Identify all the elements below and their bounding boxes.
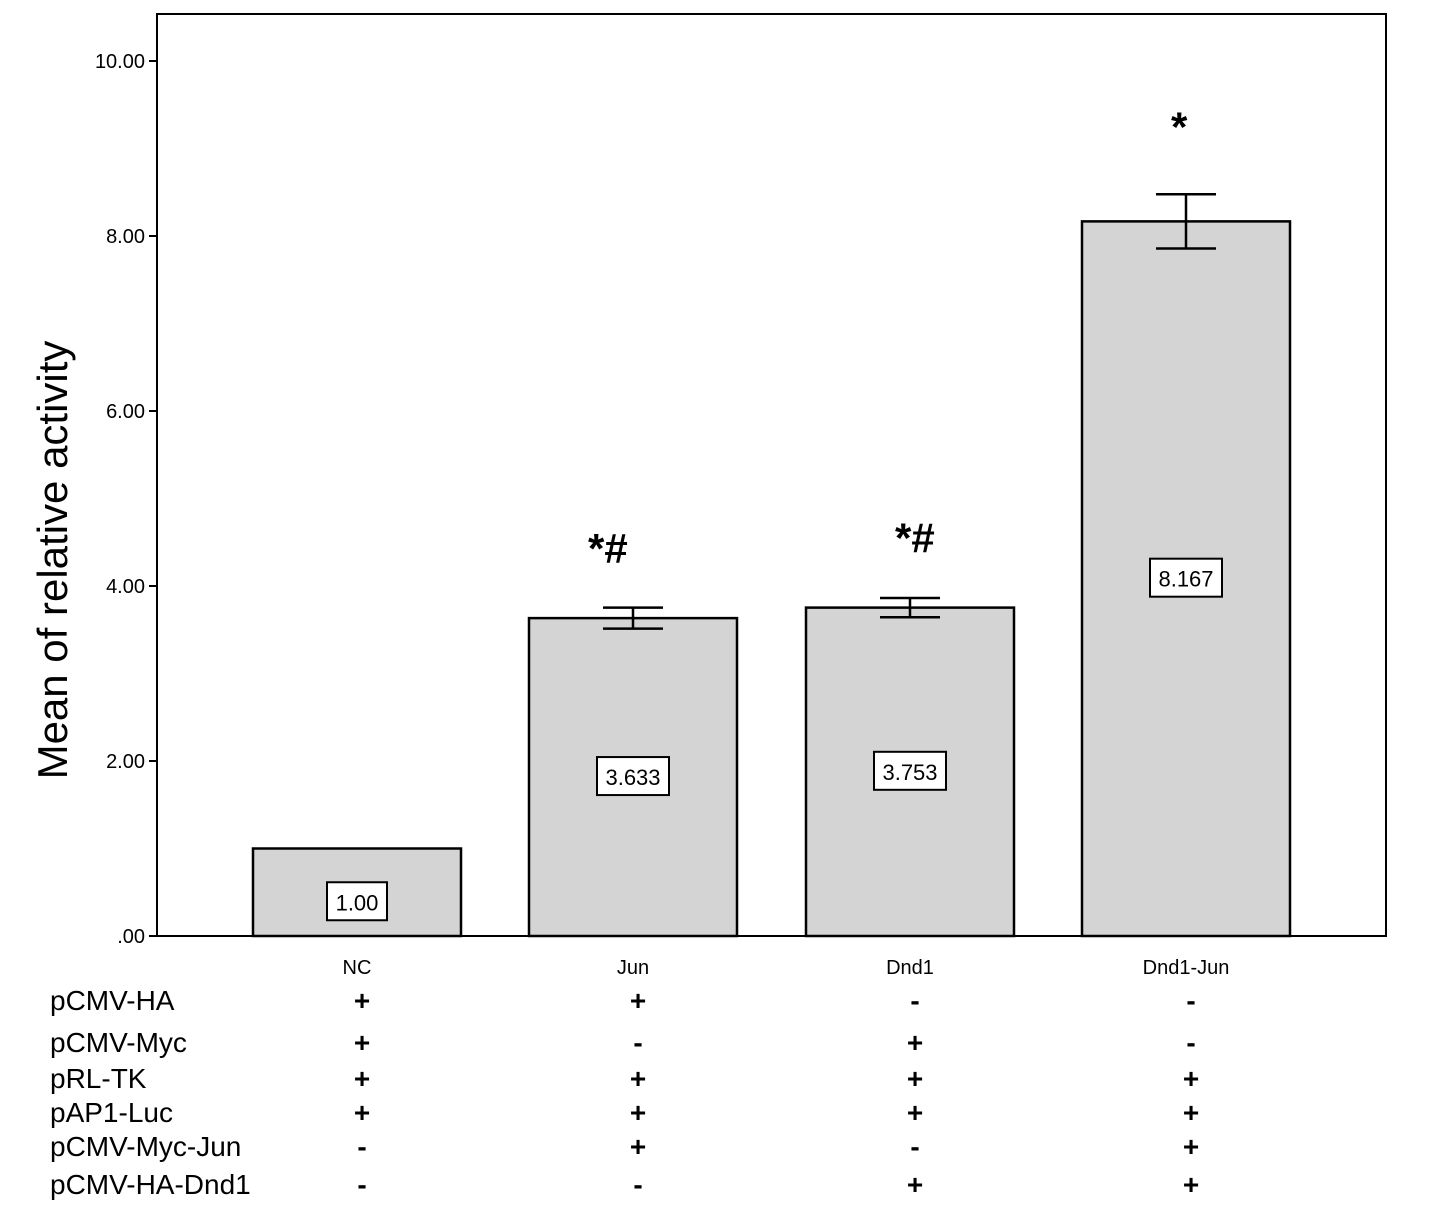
construct-table: pCMV-HA + + - -pCMV-Myc + - + -pRL-TK + + + +pAP1-Lu…: [50, 985, 1199, 1200]
data-label: 3.753: [882, 760, 937, 785]
y-tick-label: 10.00: [95, 51, 145, 73]
data-label-box: [596, 756, 670, 797]
construct-sign: -: [357, 1169, 366, 1200]
x-tick-label: NC: [343, 957, 372, 979]
construct-row-label: pCMV-Myc-Jun: [50, 1131, 241, 1162]
y-tick-label: 2.00: [106, 751, 145, 773]
x-tick-label: Dnd1-Jun: [1143, 957, 1230, 979]
construct-sign: +: [1183, 1131, 1199, 1162]
significance-mark: *: [1171, 103, 1188, 150]
construct-sign: +: [354, 985, 370, 1016]
significance-mark: *#: [895, 515, 935, 562]
construct-sign: +: [354, 1063, 370, 1094]
construct-sign: -: [910, 985, 919, 1016]
construct-sign: +: [907, 1027, 923, 1058]
construct-sign: +: [1183, 1097, 1199, 1128]
construct-sign: +: [907, 1063, 923, 1094]
construct-sign: +: [1183, 1063, 1199, 1094]
data-label-box: [1149, 557, 1223, 598]
data-label: 8.167: [1158, 567, 1213, 592]
construct-row-label: pCMV-Myc: [50, 1027, 187, 1058]
construct-sign: +: [630, 1097, 646, 1128]
data-label-box: [873, 750, 947, 791]
y-axis-ticks: .00 2.00 4.00 6.00 8.00 10.00: [95, 51, 157, 948]
construct-sign: +: [630, 1131, 646, 1162]
data-label-box: [326, 881, 388, 922]
construct-sign: +: [1183, 1169, 1199, 1200]
construct-sign: +: [630, 985, 646, 1016]
significance-mark: *#: [588, 525, 628, 572]
construct-sign: +: [630, 1063, 646, 1094]
construct-sign: -: [633, 1169, 642, 1200]
y-tick-label: .00: [117, 926, 145, 948]
construct-row-label: pAP1-Luc: [50, 1097, 173, 1128]
construct-row-label: pCMV-HA-Dnd1: [50, 1169, 251, 1200]
construct-sign: +: [354, 1097, 370, 1128]
construct-sign: -: [910, 1131, 919, 1162]
y-tick-label: 8.00: [106, 226, 145, 248]
construct-row-label: pRL-TK: [50, 1063, 147, 1094]
construct-sign: +: [907, 1169, 923, 1200]
construct-sign: -: [357, 1131, 366, 1162]
bars: 1.00 3.633 *# 3.753 *# 8.167 *: [251, 103, 1292, 938]
x-axis-tick-labels: NC Jun Dnd1 Dnd1-Jun: [343, 957, 1230, 979]
construct-sign: -: [1186, 985, 1195, 1016]
construct-sign: +: [354, 1027, 370, 1058]
construct-sign: +: [907, 1097, 923, 1128]
y-axis-label: Mean of relative activity: [29, 341, 76, 780]
x-tick-label: Jun: [617, 957, 649, 979]
y-tick-label: 6.00: [106, 401, 145, 423]
data-label: 3.633: [605, 765, 660, 790]
construct-sign: -: [633, 1027, 642, 1058]
plot-frame: [156, 13, 1387, 937]
data-label: 1.00: [336, 890, 379, 915]
x-tick-label: Dnd1: [886, 957, 934, 979]
y-tick-label: 4.00: [106, 576, 145, 598]
construct-sign: -: [1186, 1027, 1195, 1058]
construct-row-label: pCMV-HA: [50, 985, 175, 1016]
